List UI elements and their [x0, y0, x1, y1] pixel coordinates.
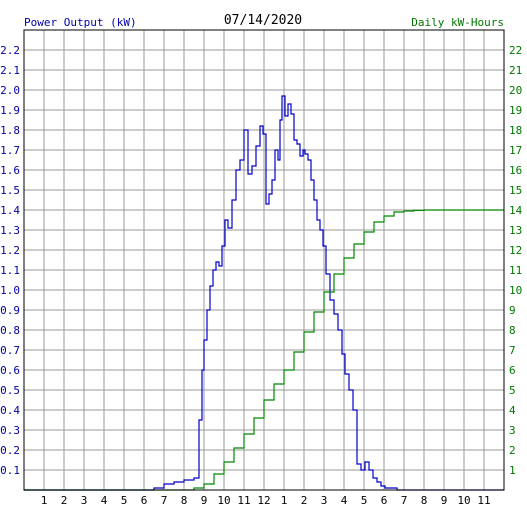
x-tick-label: 4	[341, 494, 348, 507]
x-tick-label: 10	[457, 494, 470, 507]
left-tick-label: 0.6	[0, 364, 20, 377]
right-tick-label: 4	[509, 404, 516, 417]
right-tick-label: 22	[509, 44, 522, 57]
power-output-line	[24, 95, 504, 491]
left-tick-label: 0.7	[0, 344, 20, 357]
left-tick-label: 1.3	[0, 224, 20, 237]
right-tick-label: 6	[509, 364, 516, 377]
x-tick-label: 3	[321, 494, 328, 507]
right-tick-label: 12	[509, 244, 522, 257]
right-tick-label: 15	[509, 184, 522, 197]
left-tick-label: 1.1	[0, 264, 20, 277]
plot-frame	[23, 29, 505, 491]
left-tick-label: 1.8	[0, 124, 20, 137]
x-tick-label: 5	[121, 494, 128, 507]
right-tick-label: 9	[509, 304, 516, 317]
left-tick-label: 0.2	[0, 444, 20, 457]
right-tick-label: 3	[509, 424, 516, 437]
x-tick-label: 11	[477, 494, 490, 507]
right-tick-label: 14	[509, 204, 523, 217]
left-axis-label: Power Output (kW)	[24, 16, 137, 29]
chart-title: 07/14/2020	[224, 13, 302, 28]
x-tick-label: 10	[217, 494, 230, 507]
left-tick-label: 1.7	[0, 144, 20, 157]
left-tick-label: 1.4	[0, 204, 20, 217]
right-tick-label: 8	[509, 324, 516, 337]
grid	[24, 30, 504, 490]
x-tick-label: 3	[81, 494, 88, 507]
left-tick-label: 1.5	[0, 184, 20, 197]
x-tick-label: 9	[201, 494, 208, 507]
right-tick-label: 21	[509, 64, 522, 77]
left-tick-label: 0.9	[0, 304, 20, 317]
x-tick-label: 7	[401, 494, 408, 507]
right-tick-label: 18	[509, 124, 522, 137]
left-tick-label: 0.1	[0, 464, 20, 477]
x-tick-label: 11	[237, 494, 250, 507]
left-tick-label: 1.9	[0, 104, 20, 117]
left-tick-label: 0.4	[0, 404, 20, 417]
x-tick-label: 8	[181, 494, 188, 507]
x-tick-label: 2	[61, 494, 68, 507]
x-tick-label: 7	[161, 494, 168, 507]
right-tick-label: 1	[509, 464, 516, 477]
right-axis-label: Daily kW-Hours	[411, 16, 504, 29]
right-tick-label: 5	[509, 384, 516, 397]
x-tick-label: 1	[281, 494, 288, 507]
x-tick-label: 2	[301, 494, 308, 507]
x-tick-label: 5	[361, 494, 368, 507]
right-tick-label: 16	[509, 164, 522, 177]
left-tick-label: 1.6	[0, 164, 20, 177]
x-tick-label: 4	[101, 494, 108, 507]
x-tick-label: 6	[141, 494, 148, 507]
left-tick-label: 2.1	[0, 64, 20, 77]
right-tick-label: 7	[509, 344, 516, 357]
left-tick-label: 2.0	[0, 84, 20, 97]
right-tick-label: 20	[509, 84, 522, 97]
daily-kwh-line	[24, 209, 504, 491]
x-tick-label: 8	[421, 494, 428, 507]
left-tick-label: 0.3	[0, 424, 20, 437]
x-tick-label: 12	[257, 494, 270, 507]
left-tick-label: 1.0	[0, 284, 20, 297]
left-tick-label: 0.8	[0, 324, 20, 337]
tick-labels: 1 2 3 4 5 6 7 8 9 10 11 12 1 2 3 4 5 6 7 8 9 10 110.10.20.30.4…	[0, 44, 522, 507]
left-tick-label: 0.5	[0, 384, 20, 397]
series-marks	[24, 95, 504, 491]
x-tick-label: 1	[41, 494, 48, 507]
right-tick-label: 17	[509, 144, 522, 157]
right-tick-label: 13	[509, 224, 522, 237]
left-tick-label: 1.2	[0, 244, 20, 257]
x-tick-label: 9	[441, 494, 448, 507]
right-tick-label: 10	[509, 284, 522, 297]
x-tick-label: 6	[381, 494, 388, 507]
right-tick-label: 2	[509, 444, 516, 457]
right-tick-label: 11	[509, 264, 522, 277]
right-tick-label: 19	[509, 104, 522, 117]
left-tick-label: 2.2	[0, 44, 20, 57]
